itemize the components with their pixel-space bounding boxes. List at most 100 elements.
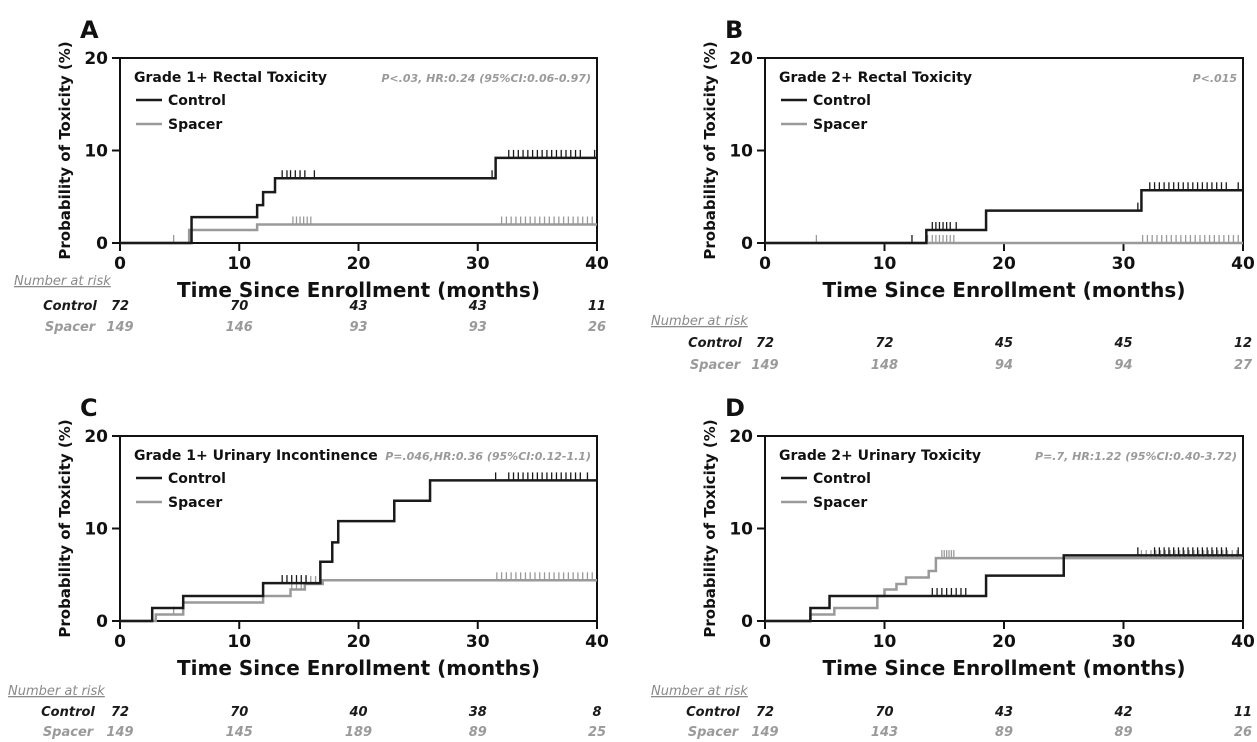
y-tick-label: 20: [729, 49, 753, 69]
legend-label-spacer: Spacer: [168, 117, 222, 133]
series-line-spacer: [120, 579, 597, 623]
x-tick-label: 20: [347, 254, 371, 274]
risk-value: 149: [106, 725, 133, 740]
risk-row-label: Spacer: [45, 320, 97, 335]
x-tick-label: 30: [1112, 632, 1136, 652]
y-axis-label: Probability of Toxicity (%): [701, 419, 719, 637]
risk-row-label: Control: [43, 299, 97, 314]
y-tick-label: 20: [84, 49, 108, 69]
chart-title: Grade 2+ Urinary Toxicity: [779, 448, 981, 464]
chart-title: Grade 1+ Rectal Toxicity: [134, 70, 327, 86]
risk-value: 189: [345, 725, 372, 740]
x-tick-label: 0: [759, 632, 771, 652]
series-line-control: [120, 156, 597, 245]
risk-value: 45: [994, 336, 1013, 351]
y-tick-label: 10: [729, 520, 753, 540]
series-line-control: [120, 479, 597, 623]
x-tick-label: 40: [585, 632, 609, 652]
chart-title: Grade 2+ Rectal Toxicity: [779, 70, 972, 86]
y-axis-label: Probability of Toxicity (%): [56, 41, 74, 259]
risk-row-label: Spacer: [688, 725, 740, 740]
stat-annotation: P<.015: [1193, 72, 1238, 85]
x-tick-label: 20: [347, 632, 371, 652]
risk-value: 26: [1234, 725, 1252, 740]
x-axis-label: Time Since Enrollment (months): [177, 656, 540, 680]
legend-label-control: Control: [168, 93, 226, 109]
series-line-control: [765, 189, 1243, 245]
y-tick-label: 10: [84, 142, 108, 162]
risk-row-label: Spacer: [690, 358, 742, 373]
risk-row-label: Spacer: [43, 725, 95, 740]
risk-value: 72: [111, 705, 129, 720]
x-axis-label: Time Since Enrollment (months): [823, 278, 1186, 302]
risk-value: 70: [230, 705, 248, 720]
risk-value: 42: [1113, 705, 1132, 720]
y-axis-label: Probability of Toxicity (%): [701, 41, 719, 259]
risk-value: 94: [1114, 358, 1132, 373]
legend-label-spacer: Spacer: [813, 495, 867, 511]
x-axis-label: Time Since Enrollment (months): [177, 278, 540, 302]
risk-value: 11: [1234, 705, 1252, 720]
y-axis-label: Probability of Toxicity (%): [56, 419, 74, 637]
panel-letter: B: [725, 16, 743, 44]
y-tick-label: 20: [729, 427, 753, 447]
series-line-control: [765, 554, 1243, 623]
risk-value: 8: [592, 705, 601, 720]
risk-row-label: Control: [41, 705, 95, 720]
x-axis-label: Time Since Enrollment (months): [823, 656, 1186, 680]
risk-value: 89: [1114, 725, 1132, 740]
risk-value: 27: [1234, 358, 1253, 373]
risk-value: 70: [875, 705, 893, 720]
risk-value: 89: [995, 725, 1013, 740]
panel-letter: A: [80, 16, 99, 44]
risk-value: 72: [875, 336, 893, 351]
risk-value: 12: [1234, 336, 1252, 351]
risk-value: 145: [226, 725, 253, 740]
panel-b: B 0 10 20 30 40 0 10 20 Probability of Toxicity (…: [651, 16, 1255, 373]
x-tick-label: 40: [585, 254, 609, 274]
risk-value: 26: [588, 320, 606, 335]
legend-label-control: Control: [813, 471, 871, 487]
x-tick-label: 20: [992, 254, 1016, 274]
chart-title: Grade 1+ Urinary Incontinence: [134, 448, 378, 464]
risk-value: 149: [751, 725, 778, 740]
panel-c: C 0 10 20 30 40 0 10 20 Probability of Toxicity (…: [8, 394, 609, 740]
risk-table-header: Number at risk: [14, 274, 111, 289]
risk-value: 43: [994, 705, 1013, 720]
x-tick-label: 10: [873, 254, 897, 274]
y-tick-label: 10: [729, 142, 753, 162]
risk-value: 38: [469, 705, 487, 720]
x-tick-label: 10: [873, 632, 897, 652]
x-tick-label: 10: [227, 254, 251, 274]
risk-row-label: Control: [686, 705, 740, 720]
risk-table-header: Number at risk: [651, 314, 748, 329]
risk-value: 70: [230, 299, 248, 314]
risk-value: 72: [756, 336, 774, 351]
panel-d: D 0 10 20 30 40 0 10 20 Probability of Toxicity (…: [651, 394, 1255, 740]
x-tick-label: 30: [466, 632, 490, 652]
y-tick-label: 10: [84, 520, 108, 540]
legend-label-control: Control: [813, 93, 871, 109]
y-tick-label: 0: [96, 234, 108, 254]
risk-value: 93: [349, 320, 367, 335]
series-line-spacer: [765, 556, 1243, 623]
x-tick-label: 0: [114, 254, 126, 274]
risk-value: 93: [469, 320, 487, 335]
risk-value: 94: [995, 358, 1013, 373]
stat-annotation: P=.046,HR:0.36 (95%CI:0.12-1.1): [385, 450, 591, 463]
y-tick-label: 20: [84, 427, 108, 447]
x-tick-label: 30: [466, 254, 490, 274]
y-tick-label: 0: [741, 234, 753, 254]
x-tick-label: 0: [759, 254, 771, 274]
legend-label-spacer: Spacer: [813, 117, 867, 133]
risk-table-header: Number at risk: [651, 684, 748, 699]
y-tick-label: 0: [96, 612, 108, 632]
x-tick-label: 30: [1112, 254, 1136, 274]
x-tick-label: 10: [227, 632, 251, 652]
panel-letter: D: [725, 394, 745, 422]
x-tick-label: 40: [1231, 254, 1255, 274]
risk-value: 43: [468, 299, 487, 314]
stat-annotation: P<.03, HR:0.24 (95%CI:0.06-0.97): [381, 72, 591, 85]
x-tick-label: 0: [114, 632, 126, 652]
